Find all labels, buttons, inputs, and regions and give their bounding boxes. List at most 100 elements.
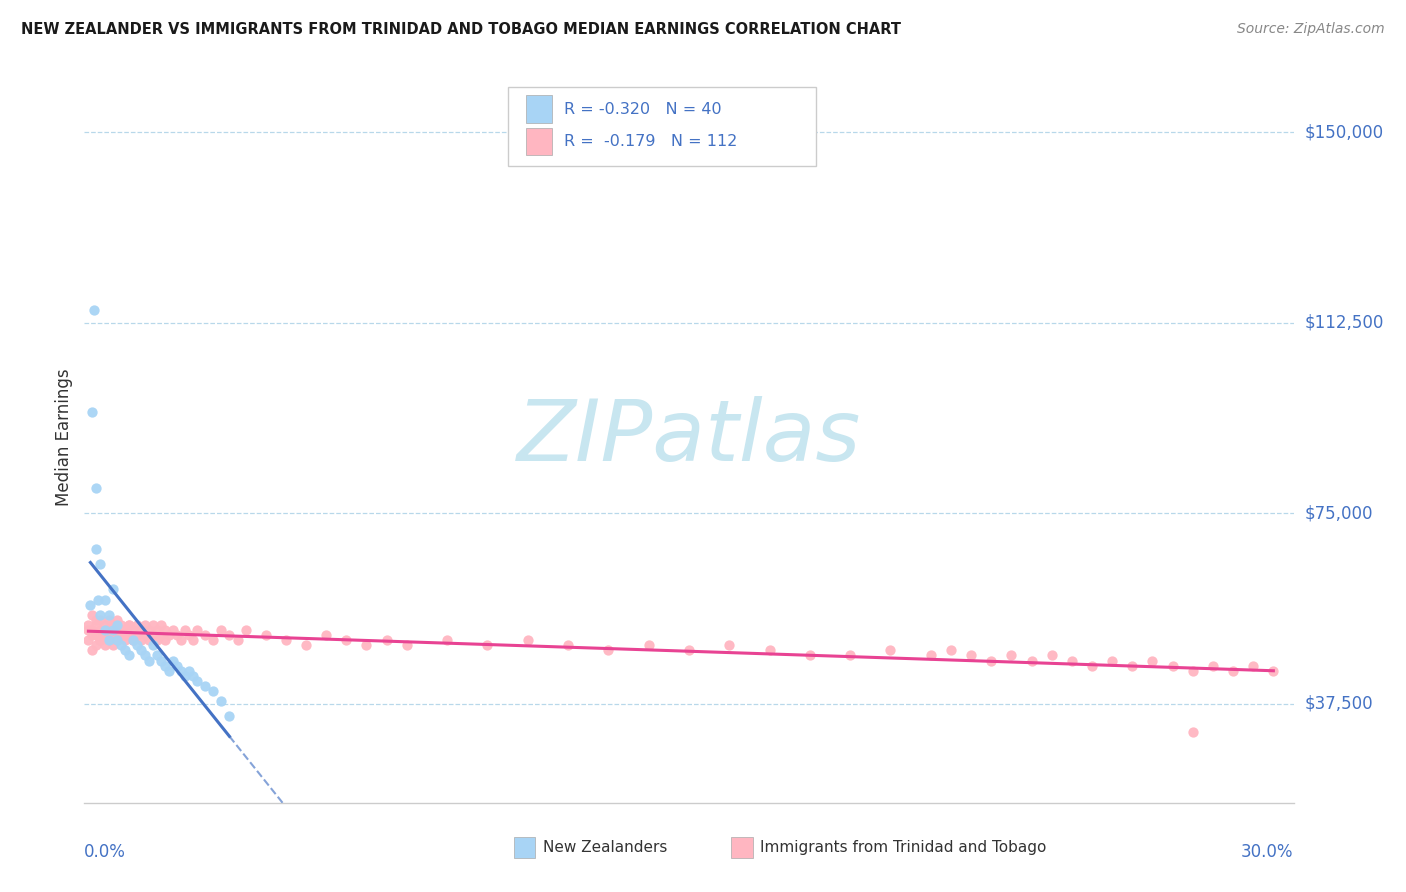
Point <box>138 623 160 637</box>
Point <box>77 618 100 632</box>
Point <box>125 628 148 642</box>
Bar <box>526 128 553 155</box>
Point <box>105 618 128 632</box>
Point <box>97 628 120 642</box>
Point <box>114 643 136 657</box>
Point <box>274 633 297 648</box>
Point <box>93 618 115 632</box>
Point <box>101 628 124 642</box>
Point <box>557 638 579 652</box>
Point <box>162 654 184 668</box>
Point <box>105 613 128 627</box>
Point <box>146 623 169 637</box>
Point <box>101 623 124 637</box>
Point <box>1040 648 1063 663</box>
Point <box>179 628 201 642</box>
Point <box>89 607 111 622</box>
Point <box>101 618 124 632</box>
Point <box>101 638 124 652</box>
Point <box>97 633 120 648</box>
Point <box>153 658 176 673</box>
Point <box>93 638 115 652</box>
Point <box>598 643 620 657</box>
Point <box>89 557 111 571</box>
Text: R = -0.320   N = 40: R = -0.320 N = 40 <box>564 102 723 117</box>
Point <box>1181 724 1204 739</box>
Text: New Zealanders: New Zealanders <box>543 840 666 855</box>
Point <box>1263 664 1285 678</box>
Point <box>194 628 217 642</box>
Point <box>1021 654 1043 668</box>
Point <box>82 405 104 419</box>
Text: NEW ZEALANDER VS IMMIGRANTS FROM TRINIDAD AND TOBAGO MEDIAN EARNINGS CORRELATION: NEW ZEALANDER VS IMMIGRANTS FROM TRINIDA… <box>21 22 901 37</box>
Point <box>121 633 143 648</box>
Point <box>335 633 357 648</box>
Point <box>86 628 108 642</box>
Point <box>799 648 821 663</box>
Text: 0.0%: 0.0% <box>84 843 127 861</box>
Point <box>86 618 108 632</box>
Point <box>718 638 741 652</box>
Bar <box>526 95 553 123</box>
Point <box>142 628 165 642</box>
Point <box>129 623 152 637</box>
Text: $112,500: $112,500 <box>1305 314 1384 332</box>
Point <box>637 638 659 652</box>
Bar <box>731 838 754 858</box>
Point <box>118 628 141 642</box>
Point <box>218 628 240 642</box>
Point <box>93 592 115 607</box>
Point <box>82 607 104 622</box>
Point <box>110 618 132 632</box>
Point <box>315 628 337 642</box>
Point <box>114 628 136 642</box>
Point <box>101 618 124 632</box>
Text: Source: ZipAtlas.com: Source: ZipAtlas.com <box>1237 22 1385 37</box>
Point <box>1222 664 1244 678</box>
Point <box>209 623 232 637</box>
Point <box>83 303 105 318</box>
Point <box>142 618 165 632</box>
Text: ZIPatlas: ZIPatlas <box>517 395 860 479</box>
FancyBboxPatch shape <box>508 87 815 167</box>
Point <box>97 613 120 627</box>
Point <box>1181 664 1204 678</box>
Point <box>170 664 193 678</box>
Point <box>142 638 165 652</box>
Point <box>218 709 240 723</box>
Point <box>121 623 143 637</box>
Point <box>202 633 225 648</box>
Point <box>125 618 148 632</box>
Point <box>89 633 111 648</box>
Point <box>93 623 115 637</box>
Point <box>86 638 108 652</box>
Point <box>146 633 169 648</box>
Point <box>105 633 128 648</box>
Point <box>82 643 104 657</box>
Point <box>436 633 458 648</box>
Point <box>1081 658 1104 673</box>
Point <box>134 648 156 663</box>
Point <box>93 623 115 637</box>
Point <box>86 481 108 495</box>
Point <box>226 633 249 648</box>
Point <box>516 633 538 648</box>
Point <box>79 598 101 612</box>
Point <box>960 648 983 663</box>
Point <box>678 643 700 657</box>
Point <box>939 643 962 657</box>
Point <box>118 618 141 632</box>
Point <box>89 633 111 648</box>
Point <box>149 654 172 668</box>
Point <box>82 623 104 637</box>
Point <box>114 633 136 648</box>
Point <box>153 633 176 648</box>
Point <box>87 592 110 607</box>
Point <box>125 638 148 652</box>
Point <box>181 669 204 683</box>
Point <box>114 623 136 637</box>
Point <box>110 628 132 642</box>
Point <box>121 633 143 648</box>
Point <box>118 618 141 632</box>
Point <box>1060 654 1083 668</box>
